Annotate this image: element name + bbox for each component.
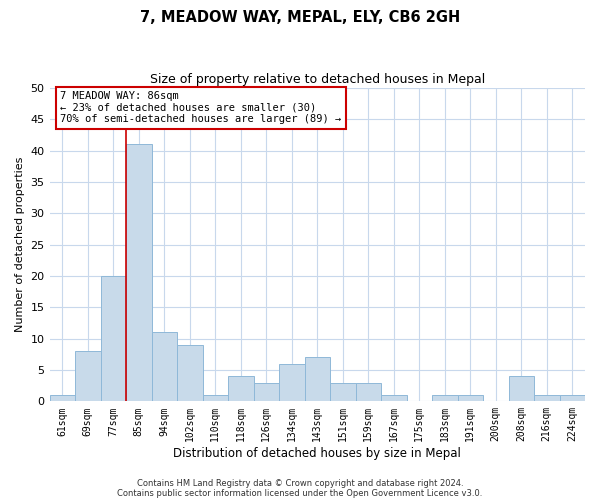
Bar — [560, 395, 585, 402]
Bar — [432, 395, 458, 402]
Bar — [177, 345, 203, 402]
Bar — [126, 144, 152, 402]
Bar — [381, 395, 407, 402]
Text: 7 MEADOW WAY: 86sqm
← 23% of detached houses are smaller (30)
70% of semi-detach: 7 MEADOW WAY: 86sqm ← 23% of detached ho… — [60, 91, 341, 124]
Bar — [305, 358, 330, 402]
Title: Size of property relative to detached houses in Mepal: Size of property relative to detached ho… — [149, 72, 485, 86]
Text: Contains public sector information licensed under the Open Government Licence v3: Contains public sector information licen… — [118, 488, 482, 498]
Bar — [228, 376, 254, 402]
Bar — [509, 376, 534, 402]
Bar — [330, 382, 356, 402]
Text: Contains HM Land Registry data © Crown copyright and database right 2024.: Contains HM Land Registry data © Crown c… — [137, 478, 463, 488]
Bar — [203, 395, 228, 402]
Bar — [75, 351, 101, 402]
Bar — [534, 395, 560, 402]
Text: 7, MEADOW WAY, MEPAL, ELY, CB6 2GH: 7, MEADOW WAY, MEPAL, ELY, CB6 2GH — [140, 10, 460, 25]
Bar — [152, 332, 177, 402]
Y-axis label: Number of detached properties: Number of detached properties — [15, 157, 25, 332]
Bar — [458, 395, 483, 402]
Bar — [356, 382, 381, 402]
Bar — [254, 382, 279, 402]
Bar — [50, 395, 75, 402]
X-axis label: Distribution of detached houses by size in Mepal: Distribution of detached houses by size … — [173, 447, 461, 460]
Bar — [101, 276, 126, 402]
Bar — [279, 364, 305, 402]
